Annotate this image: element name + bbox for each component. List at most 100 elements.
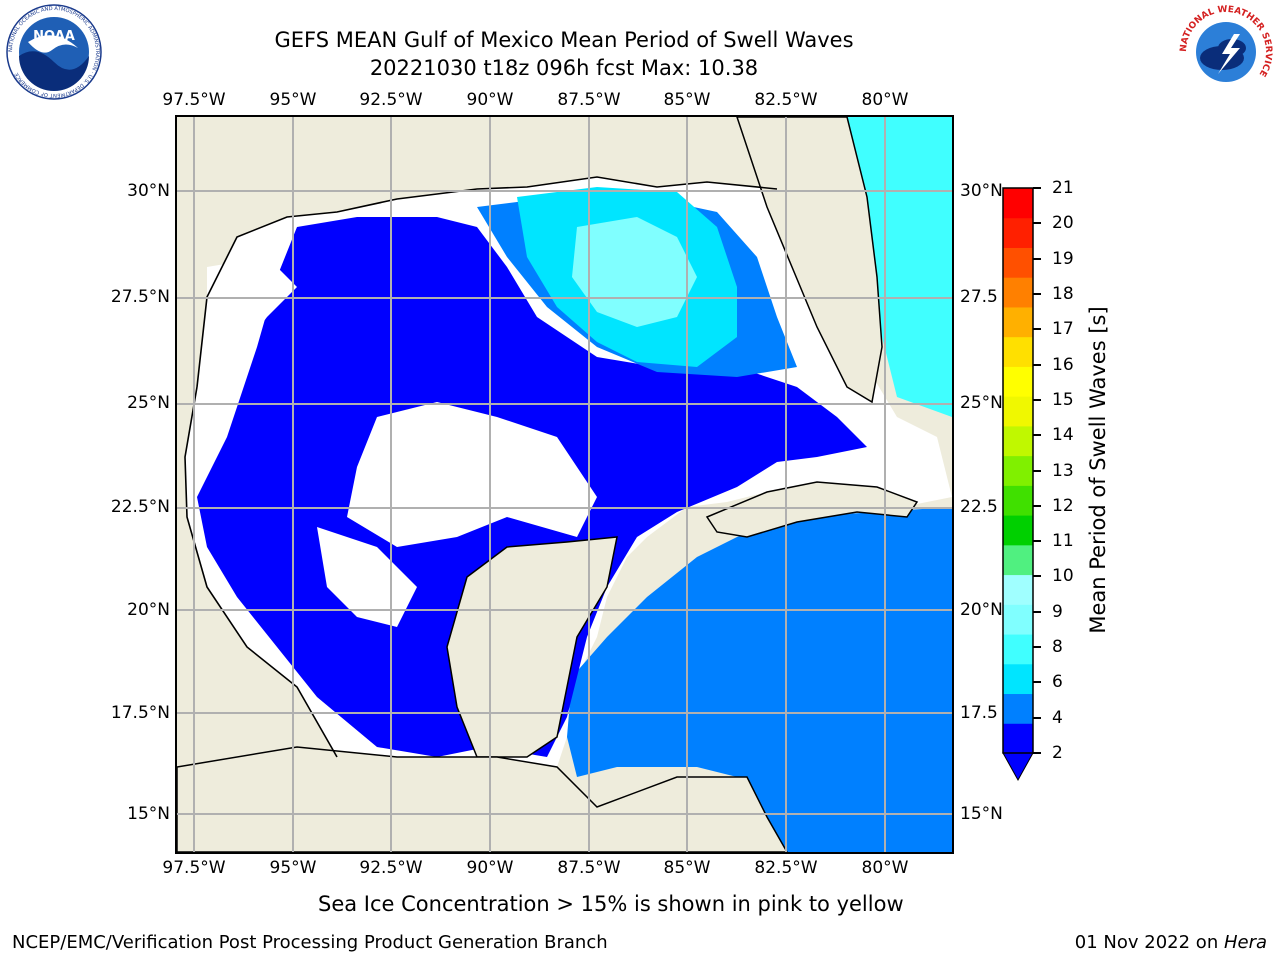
lon-label-top: 80°W bbox=[861, 90, 909, 110]
colorbar-tick-mark bbox=[1033, 504, 1041, 507]
colorbar-tick-mark bbox=[1033, 610, 1041, 613]
footer-right: 01 Nov 2022 on Hera bbox=[1075, 932, 1267, 954]
lon-label-top: 82.5°W bbox=[754, 90, 818, 110]
colorbar-tick-mark bbox=[1033, 292, 1041, 295]
colorbar-tick-label: 21 bbox=[1052, 178, 1074, 198]
lat-label-right: 22.5 bbox=[960, 497, 998, 517]
calm-patch bbox=[207, 257, 297, 367]
chart-title-line1: GEFS MEAN Gulf of Mexico Mean Period of … bbox=[274, 28, 854, 52]
noaa-logo: NATIONAL OCEANIC AND ATMOSPHERIC ADMINIS… bbox=[6, 4, 102, 100]
footer-left: NCEP/EMC/Verification Post Processing Pr… bbox=[12, 932, 608, 953]
lat-label-right: 20°N bbox=[960, 600, 1003, 620]
colorbar-tick-mark bbox=[1033, 363, 1041, 366]
colorbar-segment bbox=[1003, 544, 1033, 576]
colorbar-tick-label: 16 bbox=[1052, 354, 1074, 375]
nws-logo: NATIONAL WEATHER SERVICE bbox=[1179, 5, 1273, 99]
colorbar-tick-mark bbox=[1033, 434, 1041, 437]
swell-period-map bbox=[177, 117, 952, 852]
colorbar-segment bbox=[1003, 425, 1033, 457]
lon-label-bottom: 92.5°W bbox=[359, 858, 423, 878]
lat-label-right: 15°N bbox=[960, 804, 1003, 824]
colorbar-tick-label: 19 bbox=[1052, 248, 1074, 269]
colorbar-tick-mark bbox=[1033, 222, 1041, 225]
colorbar-extend-arrow bbox=[1002, 752, 1034, 782]
colorbar-segment bbox=[1003, 515, 1033, 546]
colorbar-tick-label: 12 bbox=[1052, 495, 1074, 516]
colorbar-segment bbox=[1003, 247, 1033, 278]
chart-title-line2: 20221030 t18z 096h fcst Max: 10.38 bbox=[369, 56, 759, 80]
colorbar-segment bbox=[1003, 277, 1033, 308]
lat-label-left: 22.5°N bbox=[110, 497, 170, 517]
lon-label-top: 90°W bbox=[466, 90, 514, 110]
colorbar-tick-mark bbox=[1033, 540, 1041, 543]
colorbar-tick-mark bbox=[1033, 257, 1041, 260]
lat-label-left: 15°N bbox=[127, 804, 170, 824]
colorbar-tick-label: 15 bbox=[1052, 389, 1074, 410]
colorbar-tick-mark bbox=[1033, 187, 1041, 189]
lon-label-top: 87.5°W bbox=[557, 90, 621, 110]
lon-label-bottom: 90°W bbox=[466, 858, 514, 878]
lat-label-right: 25°N bbox=[960, 393, 1003, 413]
colorbar-segment bbox=[1003, 396, 1033, 427]
lon-label-bottom: 95°W bbox=[269, 858, 317, 878]
lat-label-right: 27.5 bbox=[960, 287, 998, 307]
colorbar-tick-label: 14 bbox=[1052, 425, 1074, 446]
colorbar-tick-label: 6 bbox=[1052, 672, 1063, 693]
cuba-land bbox=[705, 481, 919, 538]
colorbar-tick-label: 10 bbox=[1052, 566, 1074, 587]
colorbar-segment bbox=[1003, 604, 1033, 635]
lon-label-bottom: 80°W bbox=[861, 858, 909, 878]
colorbar-tick-label: 13 bbox=[1052, 460, 1074, 481]
colorbar-segment bbox=[1003, 455, 1033, 486]
lon-label-top: 85°W bbox=[663, 90, 711, 110]
colorbar-tick-mark bbox=[1033, 575, 1041, 578]
colorbar-segment bbox=[1003, 188, 1033, 219]
colorbar-tick-mark bbox=[1033, 681, 1041, 684]
swell-light-cyan bbox=[572, 217, 697, 327]
lat-label-left: 30°N bbox=[127, 181, 170, 201]
graticule bbox=[177, 117, 952, 852]
lat-label-right: 30°N bbox=[960, 181, 1003, 201]
lat-label-left: 27.5°N bbox=[110, 287, 170, 307]
lat-label-left: 17.5°N bbox=[110, 703, 170, 723]
colorbar bbox=[1002, 187, 1034, 782]
colorbar-segment bbox=[1003, 723, 1033, 754]
colorbar-tick-label: 11 bbox=[1052, 531, 1074, 552]
colorbar-tick-mark bbox=[1033, 398, 1041, 401]
lat-label-left: 20°N bbox=[127, 600, 170, 620]
footer-machine: Hera bbox=[1223, 932, 1267, 953]
lon-label-top: 92.5°W bbox=[359, 90, 423, 110]
lat-label-right: 17.5 bbox=[960, 703, 998, 723]
colorbar-tick-label: 4 bbox=[1052, 707, 1063, 728]
colorbar-label: Mean Period of Swell Waves [s] bbox=[1086, 306, 1110, 634]
colorbar-tick-mark bbox=[1033, 752, 1041, 754]
central-america-land bbox=[177, 746, 788, 852]
map-panel bbox=[175, 115, 954, 854]
colorbar-tick-label: 20 bbox=[1052, 213, 1074, 234]
colorbar-segment bbox=[1003, 574, 1033, 605]
noaa-logo-text: NOAA bbox=[33, 29, 75, 44]
colorbar-segment bbox=[1003, 306, 1033, 338]
colorbar-segment bbox=[1003, 693, 1033, 724]
lon-label-top: 95°W bbox=[269, 90, 317, 110]
sea-ice-note: Sea Ice Concentration > 15% is shown in … bbox=[318, 892, 904, 916]
colorbar-segment bbox=[1003, 217, 1033, 248]
colorbar-segment bbox=[1003, 663, 1033, 695]
lon-label-top: 97.5°W bbox=[162, 90, 226, 110]
colorbar-tick-label: 9 bbox=[1052, 601, 1063, 622]
colorbar-tick-label: 17 bbox=[1052, 319, 1074, 340]
colorbar-tick-mark bbox=[1033, 469, 1041, 472]
colorbar-tick-label: 18 bbox=[1052, 283, 1074, 304]
lat-label-left: 25°N bbox=[127, 393, 170, 413]
colorbar-tick-label: 2 bbox=[1052, 743, 1063, 763]
colorbar-segment bbox=[1003, 634, 1033, 665]
caribbean-water bbox=[567, 507, 952, 852]
colorbar-segment bbox=[1003, 485, 1033, 516]
lon-label-bottom: 87.5°W bbox=[557, 858, 621, 878]
colorbar-segments bbox=[1003, 188, 1033, 754]
western-coastline bbox=[184, 386, 338, 758]
footer-date: 01 Nov 2022 on bbox=[1074, 932, 1224, 953]
calm-patch bbox=[347, 402, 597, 547]
colorbar-tick-mark bbox=[1033, 646, 1041, 649]
colorbar-tick-label: 8 bbox=[1052, 637, 1063, 658]
